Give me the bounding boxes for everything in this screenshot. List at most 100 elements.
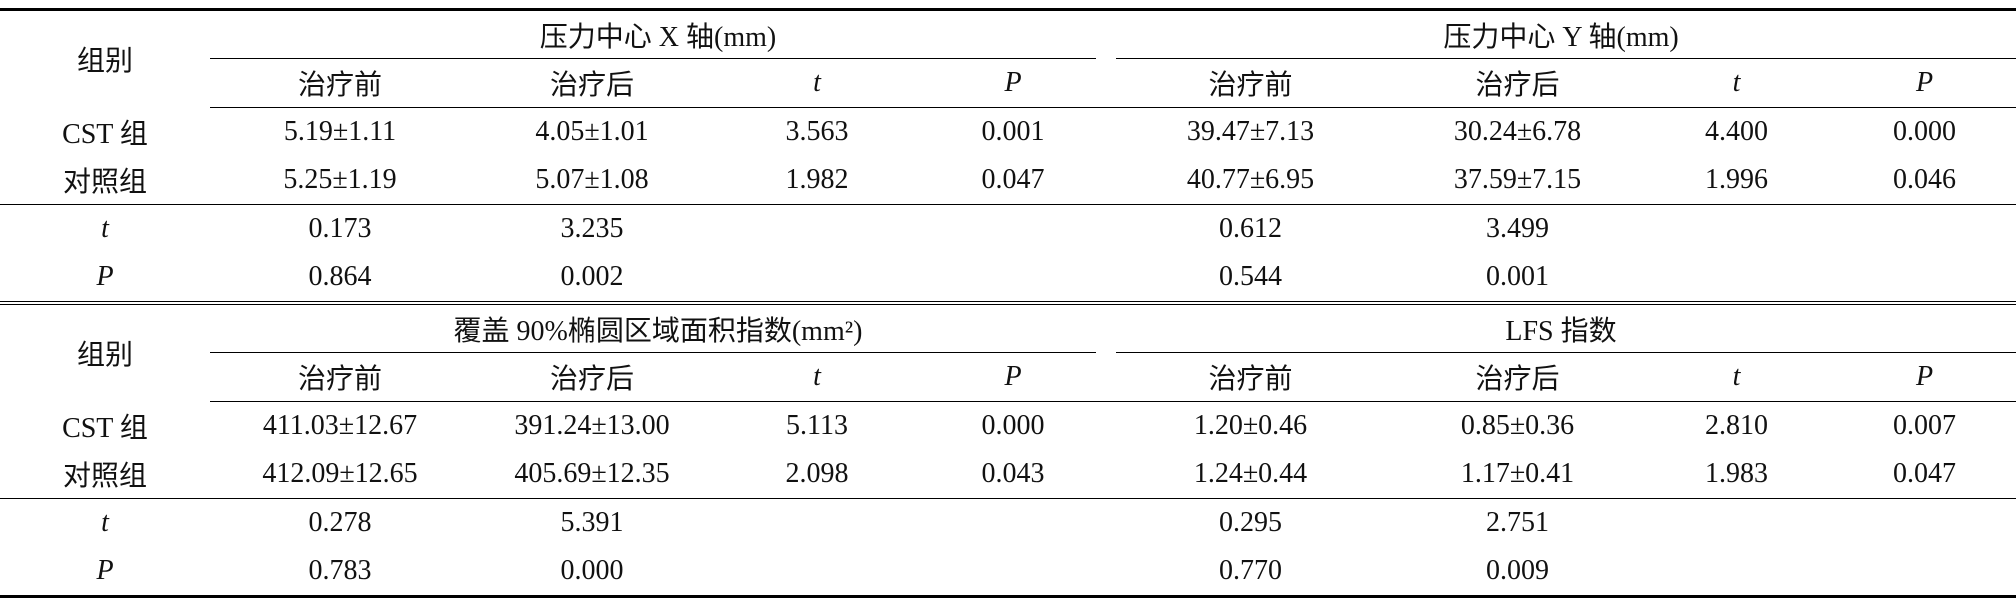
cell: 5.19±1.11: [283, 116, 397, 147]
cell: 0.009: [1395, 547, 1640, 598]
cell: 2.810: [1705, 410, 1768, 441]
row-label: CST 组: [62, 118, 148, 150]
cell: 40.77±6.95: [1106, 156, 1395, 205]
subheader: 治疗前: [1106, 59, 1395, 108]
subheader: 治疗前: [1106, 353, 1395, 402]
empty-cell: [714, 205, 920, 254]
cell: 0.001: [981, 116, 1045, 147]
row-label: P: [0, 253, 210, 305]
cell: 3.499: [1486, 213, 1549, 244]
subheader-row: 治疗前 治疗后 t P 治疗前 治疗后 t P: [0, 59, 2016, 108]
empty-cell: [920, 253, 1106, 305]
cell: 0.047: [920, 156, 1106, 205]
data-row: CST 组 5.19±1.11 4.05±1.01 3.563 0.001 39.47±7…: [0, 108, 2016, 157]
header-row: 组别 覆盖 90%椭圆区域面积指数(mm²) LFS 指数: [0, 303, 2016, 371]
row-label: t: [101, 213, 109, 244]
cell: 0.001: [1395, 253, 1640, 305]
empty-cell: [1833, 547, 2016, 598]
cell: 0.046: [1833, 156, 2016, 205]
empty-cell: [1640, 205, 1833, 254]
group-title: LFS 指数: [1106, 303, 2016, 353]
cell: 1.996: [1640, 156, 1833, 205]
subheader: t: [714, 353, 920, 402]
cell: 0.000: [470, 547, 714, 598]
cell: 4.05±1.01: [535, 116, 649, 147]
empty-cell: [920, 499, 1106, 548]
cell: 412.09±12.65: [210, 450, 470, 499]
group-header: 组别: [76, 340, 133, 372]
subheader: t: [1640, 59, 1833, 108]
cell: 5.113: [786, 410, 848, 441]
cell: 0.007: [1893, 410, 1956, 441]
subheader-row: 治疗前 治疗后 t P 治疗前 治疗后 t P: [0, 353, 2016, 402]
cell: 0.002: [470, 253, 714, 305]
subheader: P: [920, 59, 1106, 108]
cell: 0.047: [1833, 450, 2016, 499]
empty-cell: [1833, 253, 2016, 305]
cell: 5.07±1.08: [470, 156, 714, 205]
table: 组别 压力中心 X 轴(mm) 压力中心 Y 轴(mm) 治疗前 治疗后 t P 治疗前 治疗后…: [0, 8, 2016, 598]
group-header: 组别: [0, 8, 210, 108]
subheader: 治疗后: [1395, 59, 1640, 108]
cell: 0.173: [308, 213, 372, 244]
empty-cell: [1640, 253, 1833, 305]
cell: 1.20±0.46: [1193, 410, 1308, 441]
cell: 3.235: [560, 213, 624, 244]
data-row: CST 组 411.03±12.67 391.24±13.00 5.113 0.000 1…: [0, 402, 2016, 451]
subheader: 治疗前: [210, 353, 470, 402]
cell: 3.563: [785, 116, 849, 147]
cell: 30.24±6.78: [1453, 116, 1582, 147]
subheader: 治疗后: [470, 59, 714, 108]
cell: 0.85±0.36: [1460, 410, 1575, 441]
empty-cell: [714, 253, 920, 305]
cell: 2.098: [714, 450, 920, 499]
data-row: t 0.278 5.391 0.295 2.751: [0, 499, 2016, 548]
cell: 0.770: [1106, 547, 1395, 598]
empty-cell: [920, 547, 1106, 598]
cell: 0.612: [1219, 213, 1282, 244]
cell: 0.783: [210, 547, 470, 598]
cell: 0.000: [1893, 116, 1956, 147]
cell: 405.69±12.35: [470, 450, 714, 499]
cell: 0.000: [981, 410, 1045, 441]
cell: 391.24±13.00: [514, 410, 670, 441]
subheader: P: [1833, 353, 2016, 402]
cell: 0.544: [1106, 253, 1395, 305]
data-row: 对照组 5.25±1.19 5.07±1.08 1.982 0.047 40.77±6.9…: [0, 156, 2016, 205]
subheader: P: [920, 353, 1106, 402]
header-row: 组别 压力中心 X 轴(mm) 压力中心 Y 轴(mm): [0, 8, 2016, 108]
table-body: 组别 压力中心 X 轴(mm) 压力中心 Y 轴(mm) 治疗前 治疗后 t P 治疗前 治疗后…: [0, 8, 2016, 598]
cell: 5.25±1.19: [210, 156, 470, 205]
cell: 0.043: [920, 450, 1106, 499]
data-row: 对照组 412.09±12.65 405.69±12.35 2.098 0.043 1.2…: [0, 450, 2016, 499]
empty-cell: [1640, 499, 1833, 548]
subheader: P: [1833, 59, 2016, 108]
empty-cell: [1833, 499, 2016, 548]
row-label: CST 组: [62, 412, 148, 444]
group-title: 压力中心 X 轴(mm): [210, 8, 1106, 59]
empty-cell: [1833, 205, 2016, 254]
subheader: 治疗后: [1395, 353, 1640, 402]
empty-cell: [1640, 547, 1833, 598]
subheader: 治疗前: [210, 59, 470, 108]
data-row: t 0.173 3.235 0.612 3.499: [0, 205, 2016, 254]
cell: 5.391: [560, 507, 624, 538]
row-label: 对照组: [0, 450, 210, 499]
subheader: 治疗后: [470, 353, 714, 402]
subheader: t: [714, 59, 920, 108]
subheader: t: [1640, 353, 1833, 402]
cell: 39.47±7.13: [1186, 116, 1315, 147]
cell: 0.278: [308, 507, 372, 538]
data-row: P 0.783 0.000 0.770 0.009: [0, 547, 2016, 598]
empty-cell: [714, 547, 920, 598]
cell: 0.295: [1219, 507, 1282, 538]
row-label: 对照组: [0, 156, 210, 205]
empty-cell: [714, 499, 920, 548]
cell: 4.400: [1705, 116, 1768, 147]
cell: 37.59±7.15: [1395, 156, 1640, 205]
row-label: t: [101, 507, 109, 538]
empty-cell: [920, 205, 1106, 254]
group-title: 压力中心 Y 轴(mm): [1106, 8, 2016, 59]
